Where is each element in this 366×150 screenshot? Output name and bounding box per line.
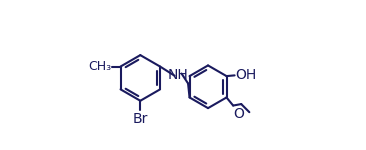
- Text: OH: OH: [235, 68, 256, 82]
- Text: CH₃: CH₃: [88, 60, 111, 73]
- Text: Br: Br: [132, 112, 148, 126]
- Text: O: O: [234, 107, 244, 121]
- Text: NH: NH: [168, 68, 188, 82]
